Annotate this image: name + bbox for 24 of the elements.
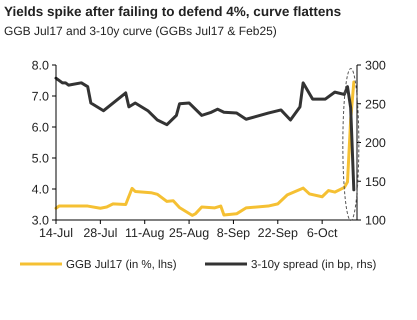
x-tick-label: 28-Jul	[83, 226, 118, 240]
x-tick-label: 22-Sep	[258, 226, 298, 240]
y2-tick-label: 100	[365, 214, 386, 228]
legend-label: 3-10y spread (in bp, rhs)	[251, 259, 376, 271]
x-tick-label: 8-Sep	[216, 226, 250, 240]
y-tick-label: 5.0	[32, 152, 50, 166]
chart-subtitle: GGB Jul17 and 3-10y curve (GGBs Jul17 & Feb25)	[4, 24, 277, 38]
y-tick-label: 4.0	[32, 182, 50, 196]
y-tick-label: 8.0	[32, 58, 50, 72]
y2-tick-label: 200	[365, 136, 386, 150]
x-tick-label: 25-Aug	[168, 226, 210, 240]
x-tick-label: 6-Oct	[306, 226, 338, 240]
y-tick-label: 7.0	[32, 90, 50, 104]
y2-tick-label: 250	[365, 97, 386, 112]
x-tick-label: 11-Aug	[125, 226, 164, 240]
legend-label: GGB Jul17 (in %, lhs)	[66, 259, 177, 271]
y-tick-label: 6.0	[32, 120, 50, 134]
y-tick-label: 3.0	[32, 214, 50, 228]
line-series	[54, 80, 356, 217]
x-tick-label: 14-Jul	[38, 226, 74, 240]
chart-title: Yields spike after failing to defend 4%, curve flattens	[4, 4, 342, 19]
line-series	[54, 76, 356, 192]
y2-tick-label: 150	[365, 174, 386, 189]
y2-tick-label: 300	[365, 58, 386, 72]
